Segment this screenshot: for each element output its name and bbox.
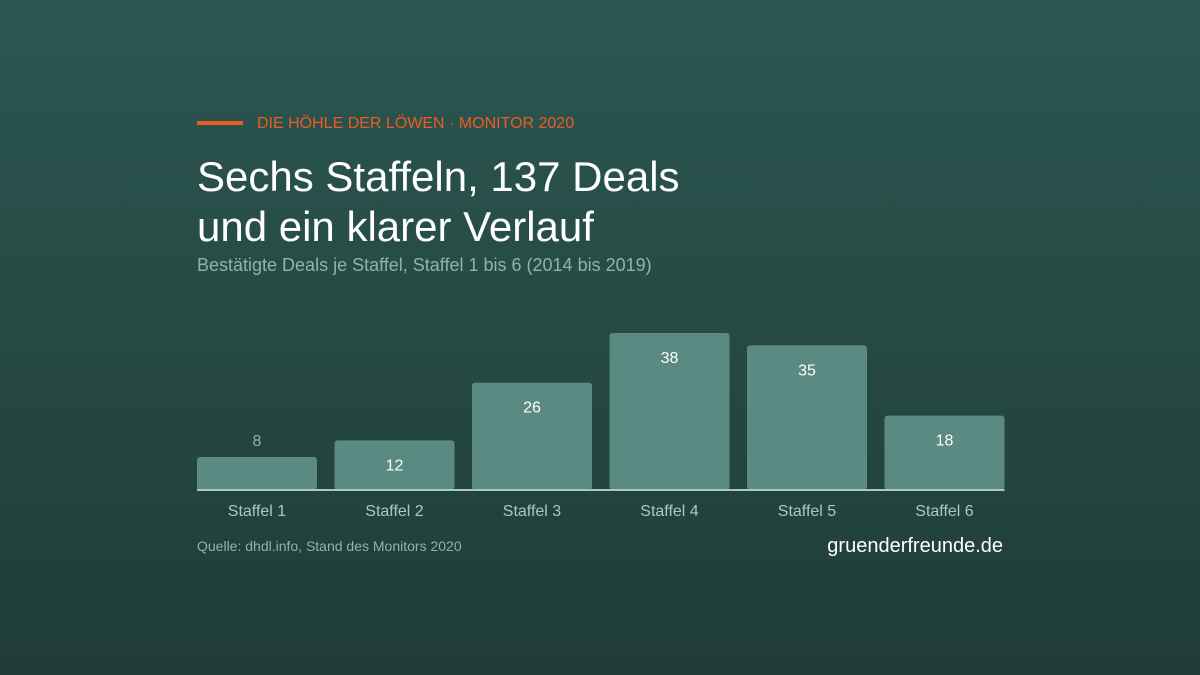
x-tick-label-5: Staffel 5 (778, 503, 837, 520)
data-label-3: 26 (523, 400, 541, 417)
chart-title-line-2: und ein klarer Verlauf (197, 203, 594, 250)
x-tick-label-4: Staffel 4 (640, 503, 699, 520)
x-tick-label-3: Staffel 3 (503, 503, 562, 520)
bar-4 (609, 333, 730, 490)
data-label-2: 12 (386, 457, 404, 474)
bar-5 (747, 345, 867, 490)
bar-chart: 8 Staffel 1 12 Staffel 2 26 Staffel 3 38 Staffe… (197, 333, 1005, 520)
bar-1 (197, 456, 317, 490)
x-tick-label-1: Staffel 1 (228, 503, 287, 520)
kicker: DIE HÖHLE DER LÖWEN · MONITOR 2020 (257, 115, 575, 132)
bar-2 (334, 440, 455, 490)
chart-subtitle: Bestätigte Deals je Staffel, Staffel 1 b… (197, 255, 652, 275)
data-label-5: 35 (798, 362, 816, 379)
data-label-1: 8 (253, 433, 262, 450)
chart-title-line-1: Sechs Staffeln, 137 Deals (197, 153, 680, 200)
data-label-4: 38 (661, 350, 679, 367)
brand-wordmark: gruenderfreunde.de (827, 535, 1003, 557)
data-label-6: 18 (936, 433, 954, 450)
accent-rule (197, 121, 243, 125)
chart-title: Sechs Staffeln, 137 Deals und ein klarer… (197, 152, 680, 252)
x-tick-label-6: Staffel 6 (915, 503, 974, 520)
bar-6 (884, 415, 1005, 490)
bar-3 (472, 382, 592, 490)
source-note: Quelle: dhdl.info, Stand des Monitors 20… (197, 538, 462, 554)
x-tick-label-2: Staffel 2 (365, 503, 424, 520)
